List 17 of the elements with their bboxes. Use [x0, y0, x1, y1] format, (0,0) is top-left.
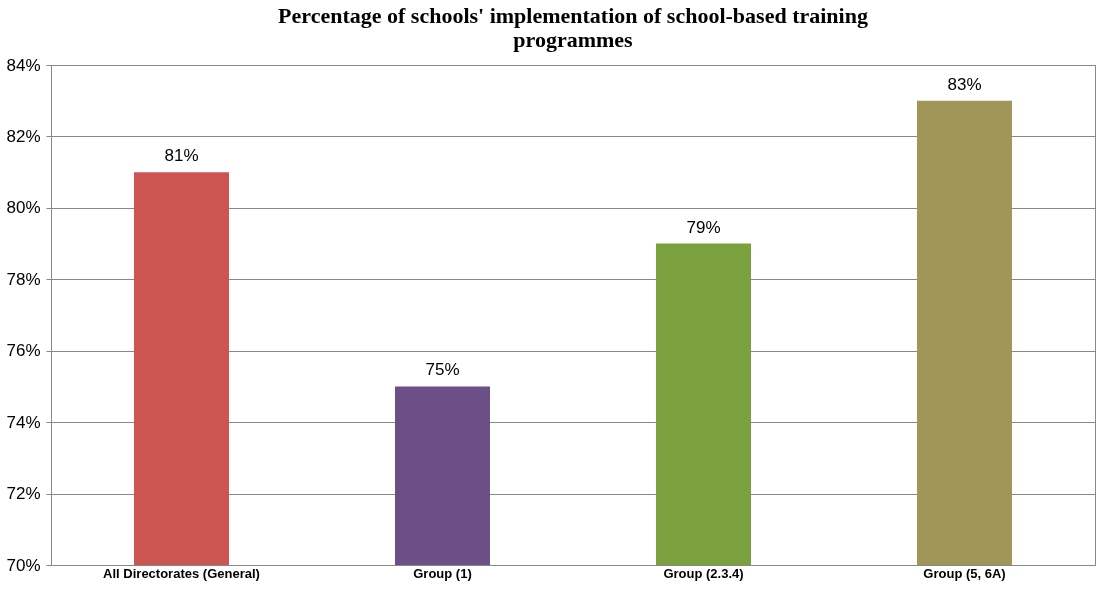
y-tick-label: 76% — [6, 341, 41, 361]
x-tick-label: Group (2.3.4) — [663, 565, 744, 581]
data-label: 79% — [686, 217, 721, 237]
chart-title: Percentage of schools' implementation of school-based training programmes — [278, 3, 868, 52]
y-tick-label: 72% — [6, 484, 41, 504]
y-tick-label: 70% — [6, 555, 41, 575]
x-tick-label: Group (5, 6A) — [923, 565, 1006, 581]
data-label: 75% — [425, 360, 460, 380]
y-tick-label: 74% — [6, 412, 41, 432]
y-tick-label: 84% — [6, 55, 41, 75]
x-tick-label: All Directorates (General) — [103, 565, 260, 581]
y-tick-label: 78% — [6, 269, 41, 289]
data-label: 81% — [164, 146, 199, 166]
y-tick-label: 80% — [6, 198, 41, 218]
data-label: 83% — [947, 74, 982, 94]
x-tick-label: Group (1) — [413, 565, 472, 581]
y-tick-label: 82% — [6, 126, 41, 146]
